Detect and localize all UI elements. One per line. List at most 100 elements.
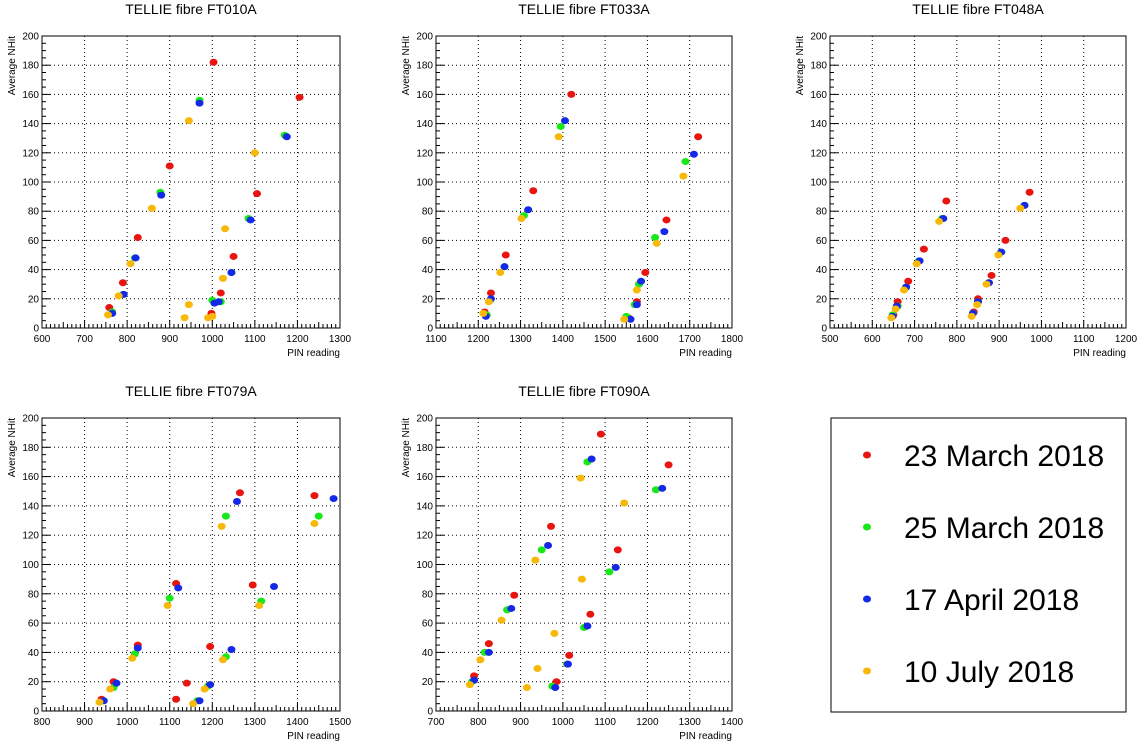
y-tick-label: 40: [422, 648, 434, 659]
y-tick-label: 0: [821, 324, 827, 335]
data-point: [250, 149, 259, 157]
data-point: [641, 269, 650, 277]
plot-title: TELLIE fibre FT079A: [125, 383, 257, 399]
x-tick-label: 1500: [594, 334, 617, 345]
data-point: [246, 216, 255, 224]
y-tick-label: 0: [427, 707, 433, 718]
x-tick-label: 1100: [425, 334, 447, 345]
data-point: [227, 645, 236, 653]
legend-label: 23 March 2018: [904, 440, 1104, 473]
data-point: [103, 311, 112, 319]
x-tick-label: 1000: [552, 717, 575, 728]
x-tick-label: 1400: [286, 717, 309, 728]
x-tick-label: 1800: [721, 334, 744, 345]
y-tick-label: 80: [28, 589, 40, 600]
data-point: [613, 546, 622, 554]
y-tick-label: 80: [816, 207, 828, 218]
data-point: [229, 252, 238, 260]
data-point: [537, 546, 546, 554]
data-point: [1025, 188, 1034, 196]
data-point: [496, 269, 505, 277]
x-tick-label: 1100: [244, 334, 266, 345]
data-point: [551, 684, 560, 692]
data-point: [501, 251, 510, 259]
x-tick-label: 1200: [1115, 334, 1138, 345]
data-point: [270, 582, 279, 590]
x-tick-label: 1600: [636, 334, 659, 345]
x-tick-label: 1200: [467, 334, 490, 345]
data-point: [567, 90, 576, 98]
y-tick-label: 40: [28, 648, 40, 659]
data-point: [126, 260, 135, 268]
data-point: [206, 643, 215, 651]
data-point: [942, 197, 951, 205]
plot-3: 800 900 1000 1100 1200 1300 1400 1500 0 20 40 60 80 1…: [7, 383, 352, 742]
data-point: [510, 591, 519, 599]
x-tick-label: 700: [906, 334, 923, 345]
x-tick-label: 900: [161, 334, 178, 345]
data-point: [174, 584, 183, 592]
x-tick-label: 700: [428, 717, 445, 728]
data-point: [165, 594, 174, 602]
data-point: [507, 604, 516, 612]
legend-box: [830, 417, 1127, 713]
x-tick-label: 600: [864, 334, 881, 345]
x-tick-label: 900: [512, 717, 529, 728]
data-point: [517, 215, 526, 222]
data-point: [235, 489, 244, 497]
data-point: [904, 277, 913, 285]
data-point: [112, 679, 121, 687]
data-point: [479, 309, 488, 317]
legend-marker: [863, 451, 871, 459]
data-point: [547, 522, 556, 530]
data-point: [216, 289, 225, 297]
plot-0: 600 700 800 900 1000 1100 1200 1300 0 20 40 60 80 100…: [7, 1, 352, 359]
x-tick-label: 800: [119, 334, 136, 345]
x-tick-label: 600: [34, 334, 51, 345]
data-point: [994, 251, 1003, 259]
data-point: [165, 162, 174, 170]
data-point: [689, 150, 698, 158]
data-point: [209, 58, 218, 66]
data-point: [554, 133, 563, 141]
data-point: [214, 298, 223, 306]
y-tick-label: 180: [416, 61, 433, 72]
data-point: [310, 492, 319, 500]
y-tick-label: 120: [22, 148, 39, 159]
y-tick-label: 180: [22, 443, 39, 454]
data-point: [184, 117, 193, 125]
y-tick-label: 160: [810, 90, 827, 101]
y-tick-label: 100: [22, 560, 39, 571]
data-point: [982, 280, 991, 288]
data-point: [533, 665, 542, 673]
data-point: [586, 610, 595, 618]
data-point: [195, 99, 204, 107]
data-point: [128, 654, 137, 662]
y-axis-label: Average NHit: [7, 418, 18, 478]
y-tick-label: 120: [416, 531, 433, 542]
y-tick-label: 140: [416, 119, 433, 130]
x-tick-label: 1400: [721, 717, 744, 728]
x-tick-label: 1000: [1030, 334, 1053, 345]
y-axis-label: Average NHit: [401, 36, 412, 96]
x-tick-label: 1500: [329, 717, 352, 728]
data-point: [295, 93, 304, 101]
y-tick-label: 0: [33, 707, 39, 718]
data-point: [620, 315, 629, 323]
data-point: [329, 495, 338, 503]
y-tick-label: 100: [416, 560, 433, 571]
legend-label: 17 April 2018: [904, 584, 1079, 617]
data-point: [912, 260, 921, 268]
data-point: [522, 684, 531, 692]
data-point: [887, 314, 896, 322]
data-point: [935, 217, 944, 225]
x-axis-label: PIN reading: [287, 348, 340, 359]
data-point: [204, 314, 213, 322]
data-point: [626, 315, 635, 323]
x-tick-label: 1300: [509, 334, 532, 345]
data-point: [681, 158, 690, 166]
y-tick-label: 80: [28, 207, 40, 218]
data-point: [500, 263, 509, 271]
x-tick-label: 1200: [286, 334, 309, 345]
x-tick-label: 800: [34, 717, 51, 728]
